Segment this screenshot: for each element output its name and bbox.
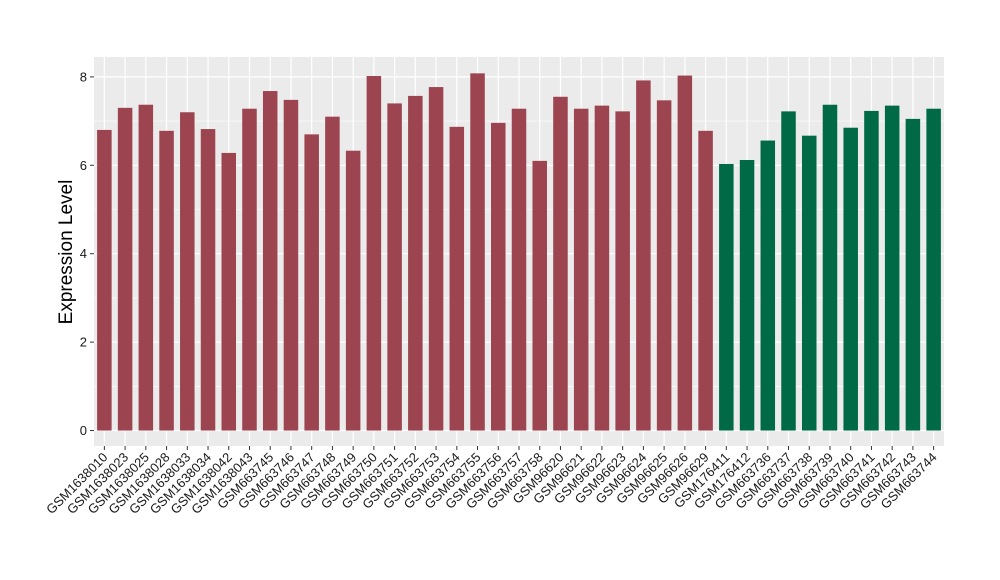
bar-GSM663754: [449, 126, 465, 431]
bar-GSM96623: [615, 111, 630, 431]
bar-GSM663755: [470, 73, 485, 431]
y-tick-label: 8: [80, 69, 87, 84]
bar-GSM176411: [719, 163, 734, 431]
bar-GSM176412: [739, 159, 755, 431]
bar-GSM663740: [843, 127, 858, 431]
bar-GSM96620: [553, 96, 568, 431]
y-tick-label: 4: [80, 246, 87, 261]
bar-GSM663737: [781, 111, 796, 431]
bar-GSM1638023: [117, 107, 133, 431]
bar-GSM663738: [801, 135, 817, 431]
bar-GSM663747: [304, 134, 319, 431]
bar-GSM663748: [325, 116, 340, 431]
bar-GSM96626: [677, 75, 693, 431]
bar-GSM96621: [573, 108, 589, 431]
bar-GSM96629: [698, 130, 713, 431]
bar-GSM663742: [884, 105, 900, 431]
bar-GSM663757: [511, 108, 527, 431]
bar-GSM663746: [283, 99, 299, 431]
y-axis: 0 2 4 6 8: [80, 69, 94, 438]
bar-GSM96625: [656, 100, 672, 431]
bar-GSM1638034: [200, 129, 216, 431]
bar-GSM663741: [864, 110, 879, 431]
bar-GSM663743: [905, 118, 921, 431]
bar-GSM663758: [532, 160, 547, 431]
bar-GSM1638025: [138, 104, 154, 431]
bar-GSM663751: [387, 103, 402, 431]
bar-GSM1638010: [97, 129, 112, 431]
bar-GSM96622: [594, 105, 610, 431]
bar-GSM1638043: [242, 108, 257, 431]
y-tick-label: 6: [80, 158, 87, 173]
bar-GSM663750: [366, 76, 382, 431]
bar-GSM1638033: [180, 112, 195, 431]
bar-GSM663745: [262, 91, 278, 431]
bar-GSM663753: [428, 87, 444, 431]
bar-GSM663739: [822, 104, 838, 431]
y-tick-label: 2: [80, 335, 87, 350]
bar-GSM1638042: [221, 152, 237, 431]
x-axis: GSM1638010GSM1638023GSM1638025GSM1638028…: [43, 446, 940, 517]
bar-GSM663744: [926, 108, 941, 431]
bar-GSM663736: [760, 140, 776, 431]
bar-GSM663752: [408, 95, 423, 431]
y-tick-label: 0: [80, 423, 87, 438]
bar-GSM663749: [345, 150, 361, 431]
bars: [97, 73, 941, 431]
y-axis-title: Expression Level: [56, 180, 77, 325]
bar-GSM96624: [636, 80, 651, 431]
bar-GSM1638028: [159, 130, 174, 431]
bar-GSM663756: [491, 122, 506, 431]
